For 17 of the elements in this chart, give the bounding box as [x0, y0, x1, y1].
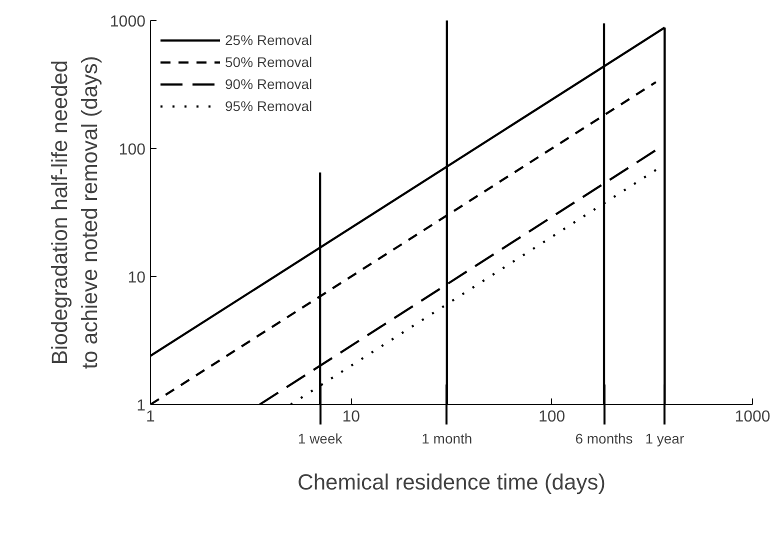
annotation: 6 months	[575, 430, 633, 446]
legend-label: 25% Removal	[225, 32, 312, 48]
annotation: 1 week	[298, 430, 344, 446]
annotation: 1 month	[422, 430, 472, 446]
y-tick-label: 10	[128, 270, 146, 286]
y-axis-title: Biodegradation half-life needed to achieve noted removal (days)	[46, 56, 102, 370]
x-tick-label: 100	[538, 408, 566, 426]
annotation: 1 year	[645, 430, 684, 446]
legend-label: 50% Removal	[225, 54, 312, 70]
y-tick-label: 1000	[110, 14, 146, 30]
x-axis-title: Chemical residence time (days)	[297, 470, 606, 494]
y-tick-label: 1	[136, 398, 146, 414]
legend-label: 95% Removal	[225, 98, 312, 114]
x-tick-label: 10	[342, 408, 360, 426]
legend-label: 90% Removal	[225, 76, 312, 92]
y-tick-label: 100	[118, 142, 146, 158]
x-tick-label: 1000	[734, 408, 770, 426]
